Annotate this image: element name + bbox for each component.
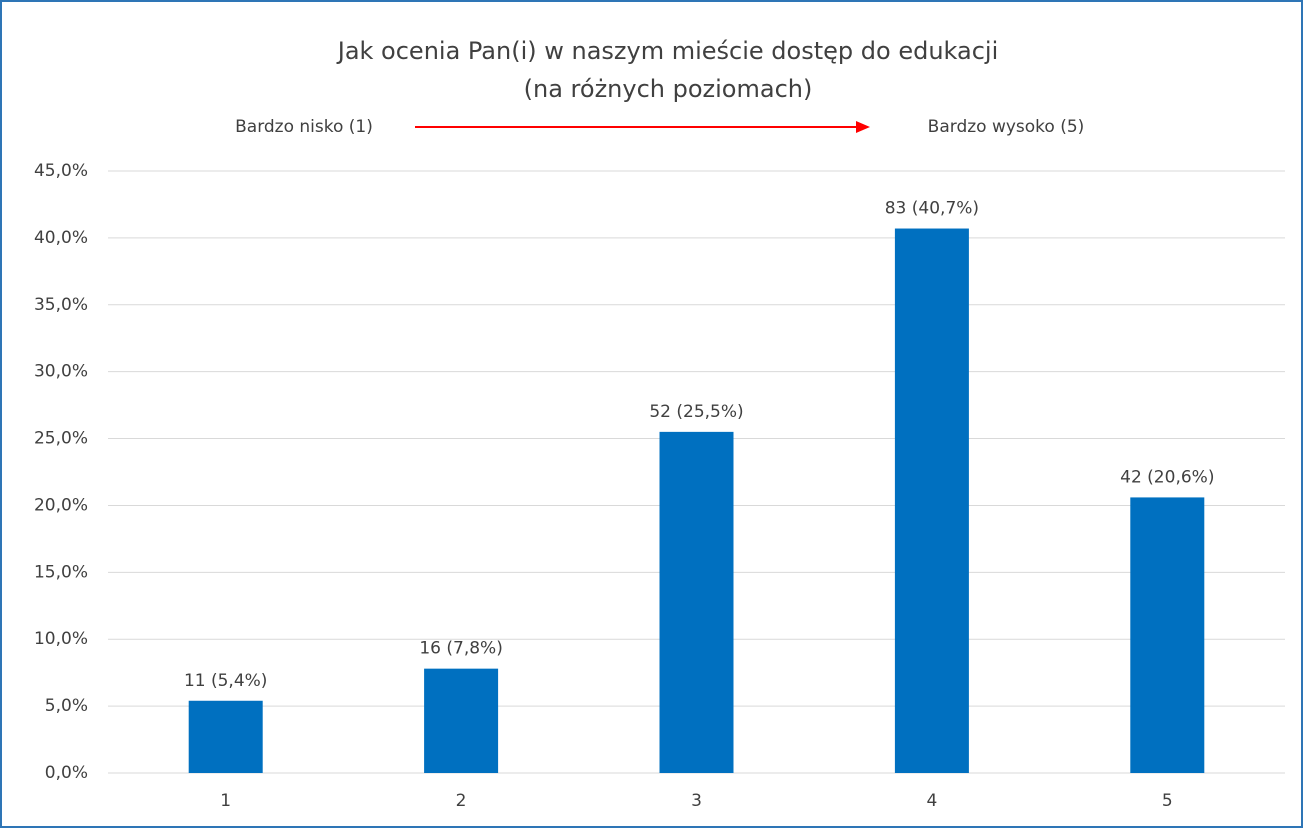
bar (188, 700, 263, 773)
bar (894, 228, 969, 774)
chart-title: (na różnych poziomach) (524, 75, 813, 103)
data-label: 52 (25,5%) (649, 402, 743, 422)
annotation: Bardzo wysoko (5) (928, 117, 1085, 137)
bar (424, 668, 499, 773)
y-tick-label: 10,0% (34, 629, 88, 649)
bar (659, 431, 734, 773)
y-tick-label: 5,0% (45, 696, 88, 716)
data-label: 16 (7,8%) (419, 639, 503, 659)
y-tick-label: 40,0% (34, 228, 88, 248)
y-tick-label: 30,0% (34, 362, 88, 382)
y-tick-label: 20,0% (34, 495, 88, 515)
x-tick-label: 5 (1162, 791, 1173, 811)
x-tick-label: 2 (456, 791, 467, 811)
y-tick-label: 0,0% (45, 763, 88, 783)
y-tick-label: 25,0% (34, 429, 88, 449)
y-tick-label: 35,0% (34, 295, 88, 315)
x-tick-label: 3 (691, 791, 702, 811)
x-tick-label: 1 (220, 791, 231, 811)
bar (1130, 497, 1205, 773)
chart-title: Jak ocenia Pan(i) w naszym mieście dostę… (336, 37, 999, 65)
arrow-head (856, 121, 870, 133)
data-label: 83 (40,7%) (885, 199, 979, 219)
y-tick-label: 45,0% (34, 161, 88, 181)
annotation: Bardzo nisko (1) (235, 117, 373, 137)
data-label: 11 (5,4%) (184, 671, 268, 691)
x-tick-label: 4 (926, 791, 937, 811)
y-tick-label: 15,0% (34, 562, 88, 582)
data-label: 42 (20,6%) (1120, 467, 1214, 487)
